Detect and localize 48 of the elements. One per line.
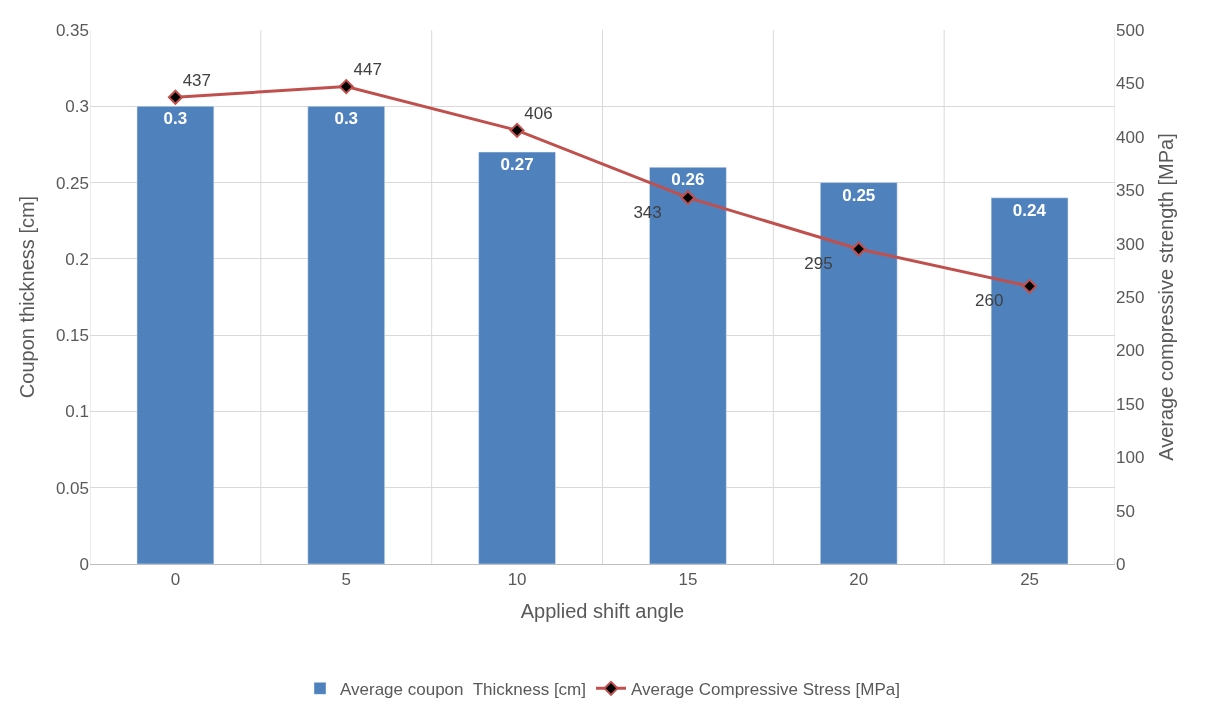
y2-tick-label: 100 [1116,448,1145,468]
y2-tick-label: 150 [1116,394,1145,414]
y2-tick-label: 500 [1116,20,1145,40]
y-tick-label: 0.25 [55,173,89,193]
point [1022,278,1038,294]
y2-tick-label: 200 [1116,341,1145,361]
y-tick-label: 0 [79,554,89,574]
y2-axis-title: Average compressive strength [MPa] [1154,133,1177,461]
y2-tick-label: 250 [1116,287,1145,307]
point [851,241,867,257]
data-label: 0.26 [671,170,705,190]
y2-tick-label: 400 [1116,127,1145,147]
x-tick-label: 25 [1020,570,1040,590]
point [338,79,354,95]
data-label: 0.27 [500,155,534,175]
bar [307,106,385,564]
data-label: 0.3 [334,109,359,129]
data-label: 406 [524,103,553,123]
y2-tick-label: 50 [1116,501,1135,521]
y-tick-label: 0.2 [65,249,89,269]
x-axis-title: Applied shift angle [520,599,685,622]
legend-label: Average Compressive Stress [MPa] [631,679,900,699]
data-label: 0.24 [1012,200,1047,220]
data-label: 437 [182,70,212,90]
y-tick-label: 0.1 [65,402,89,422]
bar [478,151,556,564]
y-tick-label: 0.05 [55,478,89,498]
y-tick-label: 0.35 [55,20,89,40]
y2-tick-label: 0 [1116,554,1126,574]
data-label: 0.3 [163,109,188,129]
y2-tick-label: 450 [1116,74,1145,94]
data-label: 447 [353,60,382,80]
y2-tick-label: 350 [1116,181,1145,201]
point [509,122,525,138]
y-tick-label: 0.3 [65,97,89,117]
x-tick-label: 5 [341,570,351,590]
x-tick-label: 15 [678,570,698,590]
point [167,89,183,105]
y-tick-label: 0.15 [55,326,89,346]
y-axis-title: Coupon thickness [cm] [16,195,39,399]
point [680,190,696,206]
legend-label: Average coupon Thickness [cm] [340,679,587,699]
bar [136,106,215,564]
x-tick-label: 0 [170,570,181,590]
x-tick-label: 20 [849,570,869,590]
data-label: 0.25 [842,185,876,205]
y2-tick-label: 300 [1116,234,1145,254]
x-tick-label: 10 [507,570,527,590]
